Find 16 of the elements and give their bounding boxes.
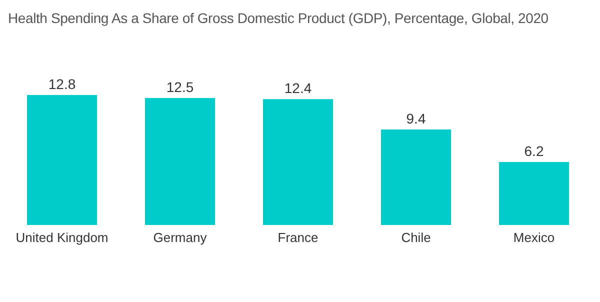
data-label: 9.4 — [406, 110, 426, 127]
x-tick-label: United Kingdom — [16, 230, 108, 246]
x-tick-label: France — [278, 230, 318, 246]
bar — [499, 162, 569, 225]
data-label: 12.5 — [166, 79, 194, 96]
x-tick-label: Chile — [401, 230, 431, 246]
bar — [27, 95, 97, 225]
data-label: 6.2 — [524, 143, 544, 160]
chart-title: Health Spending As a Share of Gross Domestic Product (GDP), Percentage, Global, 2020 — [8, 10, 548, 26]
bar — [381, 130, 451, 225]
bar — [263, 99, 333, 225]
bar — [145, 98, 215, 225]
data-label: 12.4 — [284, 80, 312, 96]
x-tick-label: Mexico — [513, 230, 555, 246]
data-label: 12.8 — [48, 76, 76, 92]
x-tick-label: Germany — [153, 230, 208, 246]
